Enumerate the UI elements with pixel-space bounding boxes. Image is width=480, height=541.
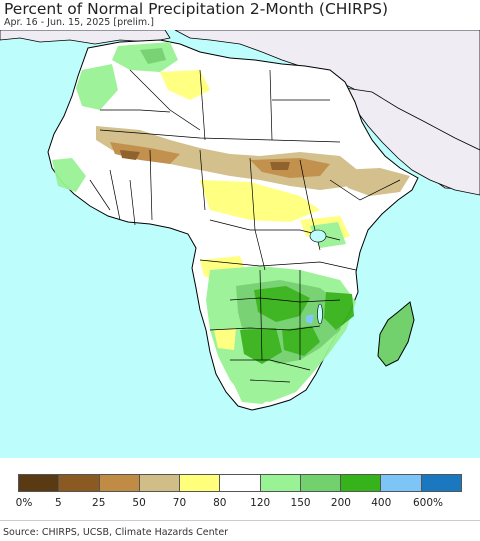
legend-color-bar: [18, 474, 462, 492]
precip-fields: [52, 42, 410, 404]
legend-label: 120: [250, 497, 271, 509]
legend-label: 80: [213, 497, 227, 509]
footer-bar: [0, 520, 480, 541]
legend-swatch: [99, 475, 140, 491]
lake-victoria: [309, 229, 327, 243]
legend-label: 50: [132, 497, 146, 509]
europe-landmass: [0, 30, 171, 45]
legend-label: 200: [330, 497, 351, 509]
legend-swatch: [260, 475, 301, 491]
legend-label: 25: [92, 497, 106, 509]
legend-label: 150: [290, 497, 311, 509]
source-credit: Source: CHIRPS, UCSB, Climate Hazards Ce…: [3, 527, 229, 538]
legend-swatch: [421, 475, 461, 491]
lake-malawi: [317, 303, 323, 325]
legend-swatch: [300, 475, 342, 491]
legend-swatch: [19, 475, 60, 491]
legend-label: 5: [55, 497, 62, 509]
legend-swatch: [59, 475, 100, 491]
legend-swatch: [341, 475, 382, 491]
legend-label: 400: [371, 497, 392, 509]
legend-swatch: [139, 475, 181, 491]
map-canvas: [0, 30, 480, 411]
legend-label: 0%: [15, 497, 33, 509]
madagascar: [377, 301, 415, 367]
arabian-peninsula: [344, 87, 480, 196]
map-subtitle: Apr. 16 - Jun. 15, 2025 [prelim.]: [4, 17, 154, 28]
map-title: Percent of Normal Precipitation 2-Month …: [4, 0, 388, 18]
legend-label: 70: [172, 497, 187, 509]
legend-labels: 0% 5 25 50 70 80 120 150 200 400 600%: [0, 497, 480, 511]
legend-swatch: [220, 475, 261, 491]
legend-swatch: [381, 475, 422, 491]
legend-swatch: [180, 475, 221, 491]
precipitation-map: [0, 30, 480, 458]
legend-label: 600%: [412, 497, 444, 509]
